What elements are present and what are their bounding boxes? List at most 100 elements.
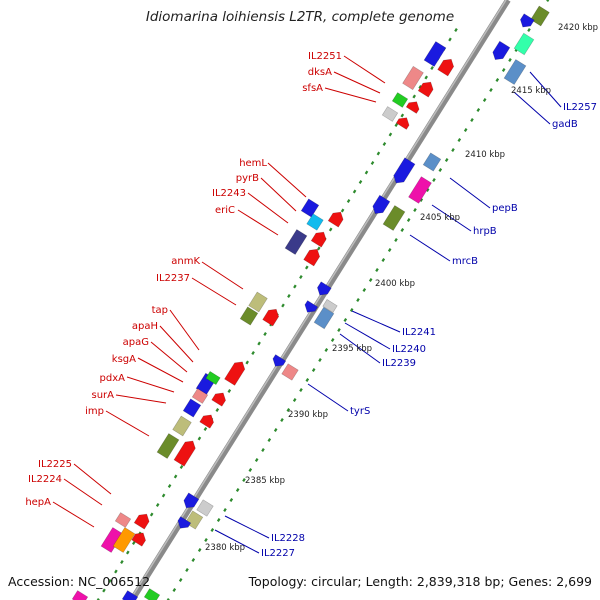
tick-mark bbox=[388, 132, 393, 137]
gene-feature bbox=[71, 590, 89, 600]
tick-mark bbox=[358, 180, 363, 184]
tick-mark bbox=[227, 389, 232, 393]
gene-label-tyrS: tyrS bbox=[350, 406, 370, 417]
tick-mark bbox=[346, 199, 351, 203]
tick-mark bbox=[257, 341, 261, 346]
tick-mark bbox=[470, 118, 474, 122]
gene-label-apaG: apaG bbox=[123, 337, 149, 348]
gene-label-IL2257: IL2257 bbox=[563, 102, 597, 113]
gene-feature bbox=[182, 398, 202, 418]
gene-label-IL2224: IL2224 bbox=[28, 474, 62, 485]
tick-mark bbox=[527, 28, 531, 32]
tick-mark bbox=[305, 265, 309, 270]
tick-mark bbox=[242, 478, 246, 482]
tick-mark bbox=[172, 588, 177, 592]
tick-mark bbox=[204, 538, 208, 542]
tick-mark bbox=[114, 569, 118, 574]
tick-mark bbox=[197, 548, 202, 552]
gene-label-pdxA: pdxA bbox=[100, 373, 126, 384]
tick-mark bbox=[178, 578, 183, 582]
gene-label-eriC: eriC bbox=[215, 205, 235, 216]
tick-mark bbox=[280, 418, 284, 422]
tick-mark bbox=[155, 503, 160, 507]
gene-feature bbox=[224, 361, 246, 386]
tick-mark bbox=[370, 161, 375, 165]
leader-line bbox=[224, 515, 270, 539]
leader-line bbox=[237, 209, 279, 236]
gene-feature bbox=[183, 492, 200, 509]
leader-line bbox=[169, 309, 200, 351]
tick-mark bbox=[287, 294, 291, 298]
gene-feature bbox=[322, 299, 338, 313]
tick-mark bbox=[273, 428, 278, 432]
kbp-label: 2410 kbp bbox=[465, 150, 505, 160]
gene-feature bbox=[199, 414, 214, 429]
leader-line bbox=[191, 277, 237, 306]
tick-mark bbox=[281, 303, 285, 308]
tick-mark bbox=[305, 378, 310, 382]
kbp-label: 2420 kbp bbox=[558, 23, 598, 33]
kbp-label: 2390 kbp bbox=[288, 410, 328, 420]
gene-feature bbox=[173, 440, 196, 467]
leader-line bbox=[260, 177, 297, 212]
gene-feature bbox=[327, 211, 344, 228]
leader-line bbox=[126, 376, 175, 393]
gene-label-pepB: pepB bbox=[492, 203, 518, 214]
gene-feature bbox=[405, 101, 420, 114]
tick-mark bbox=[132, 541, 136, 545]
leader-line bbox=[431, 204, 472, 232]
tick-mark bbox=[376, 151, 381, 156]
tick-mark bbox=[215, 408, 220, 412]
leader-line bbox=[343, 55, 386, 84]
gene-label-hrpB: hrpB bbox=[473, 226, 497, 237]
gene-label-ksgA: ksgA bbox=[112, 354, 136, 365]
tick-mark bbox=[197, 436, 202, 441]
leader-line bbox=[73, 463, 112, 495]
leader-line bbox=[105, 410, 150, 437]
tick-mark bbox=[149, 512, 154, 517]
gene-feature bbox=[372, 194, 391, 214]
tick-mark bbox=[96, 598, 100, 600]
leader-line bbox=[529, 71, 562, 108]
tick-mark bbox=[191, 558, 196, 562]
tick-mark bbox=[364, 170, 369, 175]
tick-mark bbox=[340, 208, 345, 213]
gene-feature bbox=[239, 306, 259, 326]
tick-mark bbox=[126, 550, 130, 555]
gene-label-IL2243: IL2243 bbox=[212, 188, 246, 199]
accession-text: Accession: NC_006512 bbox=[8, 574, 151, 589]
gene-label-dksA: dksA bbox=[308, 67, 332, 78]
kbp-label: 2405 kbp bbox=[420, 213, 460, 223]
tick-mark bbox=[292, 398, 297, 402]
gene-feature bbox=[248, 291, 268, 313]
gene-feature bbox=[156, 433, 180, 459]
gene-label-sfsA: sfsA bbox=[302, 83, 323, 94]
gene-feature bbox=[284, 229, 308, 255]
gene-feature bbox=[112, 527, 136, 553]
tick-mark bbox=[381, 258, 386, 262]
gene-feature bbox=[306, 213, 324, 231]
gene-feature bbox=[520, 13, 535, 28]
tick-mark bbox=[454, 28, 458, 32]
gene-feature bbox=[304, 300, 319, 313]
tick-mark bbox=[263, 332, 267, 336]
gene-label-IL2240: IL2240 bbox=[392, 344, 426, 355]
tick-mark bbox=[251, 351, 255, 355]
leader-line bbox=[201, 261, 244, 290]
tick-mark bbox=[424, 75, 428, 80]
tick-mark bbox=[508, 58, 512, 62]
tick-mark bbox=[324, 348, 329, 352]
gene-label-imp: imp bbox=[85, 406, 104, 417]
leader-line bbox=[150, 341, 188, 373]
gene-feature bbox=[417, 81, 434, 98]
tick-mark bbox=[400, 228, 405, 232]
tick-mark bbox=[406, 218, 411, 222]
gene-feature bbox=[121, 590, 139, 600]
leader-line bbox=[344, 322, 391, 350]
tick-mark bbox=[216, 518, 221, 522]
map-title: Idiomarina loihiensis L2TR, complete gen… bbox=[145, 9, 455, 25]
gene-feature bbox=[191, 388, 209, 404]
forward-gene-labels: IL2251 dksA sfsA hemL pyrB IL2243 eriC a… bbox=[25, 51, 342, 508]
gene-feature bbox=[503, 59, 527, 85]
